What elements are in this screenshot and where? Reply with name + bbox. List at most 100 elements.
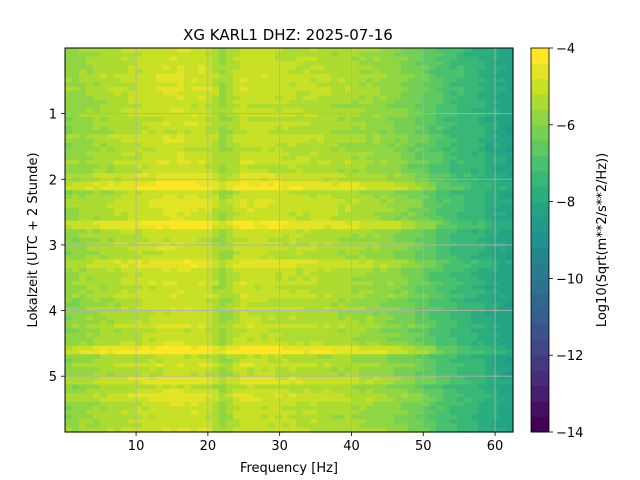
heatmap-cell bbox=[100, 289, 108, 295]
heatmap-cell bbox=[366, 112, 374, 118]
heatmap-cell bbox=[72, 280, 80, 286]
heatmap-cell bbox=[450, 73, 458, 79]
heatmap-cell bbox=[324, 306, 332, 312]
heatmap-cell bbox=[345, 345, 353, 351]
heatmap-cell bbox=[408, 350, 416, 355]
heatmap-cell bbox=[408, 91, 416, 97]
heatmap-cell bbox=[93, 246, 101, 252]
heatmap-cell bbox=[408, 78, 416, 84]
heatmap-cell bbox=[499, 56, 507, 62]
heatmap-cell bbox=[289, 52, 297, 58]
heatmap-cell bbox=[177, 173, 185, 179]
heatmap-cell bbox=[275, 276, 283, 282]
heatmap-cell bbox=[457, 73, 465, 79]
heatmap-cell bbox=[352, 246, 360, 252]
heatmap-cell bbox=[163, 48, 171, 53]
heatmap-cell bbox=[247, 285, 255, 291]
heatmap-cell bbox=[163, 95, 171, 101]
heatmap-cell bbox=[359, 151, 367, 157]
heatmap-cell bbox=[331, 276, 339, 282]
heatmap-cell bbox=[485, 315, 493, 321]
heatmap-cell bbox=[247, 298, 255, 304]
heatmap-cell bbox=[296, 371, 304, 377]
heatmap-cell bbox=[338, 337, 346, 342]
heatmap-cell bbox=[408, 60, 416, 66]
heatmap-cell bbox=[226, 151, 234, 157]
heatmap-cell bbox=[359, 229, 367, 235]
heatmap-cell bbox=[422, 354, 430, 360]
heatmap-cell bbox=[128, 263, 136, 269]
heatmap-cell bbox=[471, 276, 479, 282]
heatmap-cell bbox=[198, 168, 206, 174]
heatmap-cell bbox=[219, 112, 227, 118]
heatmap-cell bbox=[324, 73, 332, 79]
heatmap-cell bbox=[177, 263, 185, 269]
heatmap-cell bbox=[233, 121, 241, 127]
heatmap-cell bbox=[100, 168, 108, 174]
heatmap-cell bbox=[275, 129, 283, 135]
heatmap-cell bbox=[233, 95, 241, 101]
heatmap-cell bbox=[135, 112, 143, 118]
heatmap-cell bbox=[240, 181, 248, 187]
heatmap-cell bbox=[177, 129, 185, 135]
heatmap-cell bbox=[205, 129, 213, 135]
heatmap-cell bbox=[338, 86, 346, 92]
heatmap-cell bbox=[345, 121, 353, 127]
heatmap-cell bbox=[247, 375, 255, 381]
heatmap-cell bbox=[79, 259, 87, 265]
heatmap-cell bbox=[485, 138, 493, 144]
heatmap-cell bbox=[275, 147, 283, 153]
heatmap-cell bbox=[170, 181, 178, 187]
heatmap-cell bbox=[282, 302, 290, 308]
heatmap-cell bbox=[177, 224, 185, 230]
heatmap-cell bbox=[163, 78, 171, 84]
heatmap-cell bbox=[296, 328, 304, 334]
heatmap-cell bbox=[65, 151, 73, 157]
heatmap-cell bbox=[478, 173, 486, 179]
heatmap-cell bbox=[317, 56, 325, 62]
heatmap-cell bbox=[443, 121, 451, 127]
heatmap-cell bbox=[387, 112, 395, 118]
heatmap-cell bbox=[121, 138, 129, 144]
heatmap-cell bbox=[373, 147, 381, 153]
heatmap-cell bbox=[114, 155, 122, 161]
heatmap-cell bbox=[72, 362, 80, 368]
heatmap-cell bbox=[324, 229, 332, 235]
heatmap-cell bbox=[107, 306, 115, 312]
heatmap-cell bbox=[296, 341, 304, 347]
heatmap-cell bbox=[79, 151, 87, 157]
heatmap-cell bbox=[121, 142, 129, 148]
heatmap-cell bbox=[142, 203, 150, 209]
heatmap-cell bbox=[163, 147, 171, 153]
heatmap-cell bbox=[205, 259, 213, 265]
heatmap-cell bbox=[254, 99, 262, 105]
heatmap-cell bbox=[380, 211, 388, 217]
heatmap-cell bbox=[135, 268, 143, 273]
heatmap-cell bbox=[457, 280, 465, 286]
heatmap-cell bbox=[247, 371, 255, 377]
heatmap-cell bbox=[338, 293, 346, 299]
heatmap-cell bbox=[324, 48, 332, 53]
heatmap-cell bbox=[408, 311, 416, 317]
heatmap-cell bbox=[422, 186, 430, 191]
heatmap-cell bbox=[135, 345, 143, 351]
heatmap-cell bbox=[408, 298, 416, 304]
heatmap-cell bbox=[261, 332, 269, 338]
heatmap-cell bbox=[478, 199, 486, 204]
heatmap-cell bbox=[114, 237, 122, 243]
heatmap-cell bbox=[254, 250, 262, 256]
heatmap-cell bbox=[436, 177, 444, 183]
heatmap-cell bbox=[247, 82, 255, 88]
heatmap-cell bbox=[352, 302, 360, 308]
heatmap-cell bbox=[478, 371, 486, 377]
heatmap-cell bbox=[492, 73, 500, 79]
heatmap-cell bbox=[163, 60, 171, 66]
heatmap-cell bbox=[72, 337, 80, 342]
heatmap-cell bbox=[275, 354, 283, 360]
heatmap-cell bbox=[184, 82, 192, 88]
heatmap-cell bbox=[317, 117, 325, 122]
heatmap-cell bbox=[408, 211, 416, 217]
heatmap-cell bbox=[282, 52, 290, 58]
heatmap-cell bbox=[254, 276, 262, 282]
heatmap-cell bbox=[282, 160, 290, 166]
